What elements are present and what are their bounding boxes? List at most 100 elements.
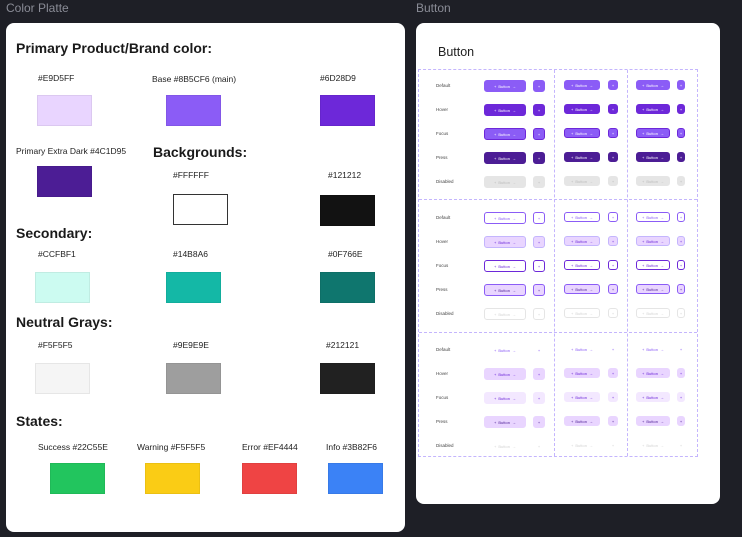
outline-button-hover[interactable]: + Button → xyxy=(484,236,526,248)
text-button-hover[interactable]: + Button → xyxy=(636,368,670,378)
outline-icon-button-press[interactable]: + xyxy=(533,284,545,296)
text-button-disabled[interactable]: + Button → xyxy=(636,440,670,450)
filled-icon-button-focus[interactable]: + xyxy=(533,128,545,140)
filled-icon-button-focus[interactable]: + xyxy=(677,128,685,138)
outline-icon-button-press[interactable]: + xyxy=(608,284,618,294)
filled-button-default[interactable]: + Button → xyxy=(636,80,670,90)
button-label: Button xyxy=(498,155,510,161)
text-button-focus[interactable]: + Button → xyxy=(484,392,526,404)
text-button-focus[interactable]: + Button → xyxy=(636,392,670,402)
filled-icon-button-hover[interactable]: + xyxy=(677,104,685,114)
filled-icon-button-default[interactable]: + xyxy=(677,80,685,90)
outline-icon-button-focus[interactable]: + xyxy=(533,260,545,272)
filled-button-hover[interactable]: + Button → xyxy=(636,104,670,114)
arrow-right-icon: → xyxy=(511,155,516,161)
outline-button-press[interactable]: + Button → xyxy=(636,284,670,294)
text-icon-button-disabled[interactable]: + xyxy=(677,440,685,450)
filled-button-hover[interactable]: + Button → xyxy=(564,104,600,114)
filled-icon-button-disabled[interactable]: + xyxy=(608,176,618,186)
outline-icon-button-focus[interactable]: + xyxy=(677,260,685,270)
text-button-hover[interactable]: + Button → xyxy=(484,368,526,380)
filled-button-disabled[interactable]: + Button → xyxy=(564,176,600,186)
filled-icon-button-default[interactable]: + xyxy=(608,80,618,90)
outline-button-hover[interactable]: + Button → xyxy=(564,236,600,246)
outline-button-press[interactable]: + Button → xyxy=(564,284,600,294)
outline-icon-button-default[interactable]: + xyxy=(677,212,685,222)
outline-button-focus[interactable]: + Button → xyxy=(636,260,670,270)
text-icon-button-disabled[interactable]: + xyxy=(533,440,545,452)
filled-button-disabled[interactable]: + Button → xyxy=(636,176,670,186)
outline-button-disabled[interactable]: + Button → xyxy=(564,308,600,318)
text-button-disabled[interactable]: + Button → xyxy=(484,440,526,452)
outline-button-default[interactable]: + Button → xyxy=(636,212,670,222)
text-button-default[interactable]: + Button → xyxy=(636,344,670,354)
filled-icon-button-hover[interactable]: + xyxy=(608,104,618,114)
color-swatch-s1 xyxy=(35,272,90,303)
button-label: Button xyxy=(646,418,658,424)
text-icon-button-hover[interactable]: + xyxy=(608,368,618,378)
outline-button-disabled[interactable]: + Button → xyxy=(636,308,670,318)
text-icon-button-focus[interactable]: + xyxy=(677,392,685,402)
text-icon-button-press[interactable]: + xyxy=(533,416,545,428)
filled-button-focus[interactable]: + Button → xyxy=(636,128,670,138)
filled-button-focus[interactable]: + Button → xyxy=(564,128,600,138)
outline-button-default[interactable]: + Button → xyxy=(484,212,526,224)
filled-icon-button-press[interactable]: + xyxy=(533,152,545,164)
plus-icon: + xyxy=(494,419,497,425)
outline-icon-button-hover[interactable]: + xyxy=(608,236,618,246)
filled-icon-button-press[interactable]: + xyxy=(677,152,685,162)
outline-button-focus[interactable]: + Button → xyxy=(484,260,526,272)
filled-icon-button-disabled[interactable]: + xyxy=(533,176,545,188)
text-icon-button-focus[interactable]: + xyxy=(533,392,545,404)
outline-icon-button-focus[interactable]: + xyxy=(608,260,618,270)
text-icon-button-default[interactable]: + xyxy=(677,344,685,354)
text-button-hover[interactable]: + Button → xyxy=(564,368,600,378)
text-button-focus[interactable]: + Button → xyxy=(564,392,600,402)
text-icon-button-disabled[interactable]: + xyxy=(608,440,618,450)
text-button-press[interactable]: + Button → xyxy=(636,416,670,426)
arrow-right-icon: → xyxy=(511,239,516,245)
filled-icon-button-press[interactable]: + xyxy=(608,152,618,162)
plus-icon: + xyxy=(537,443,541,449)
text-icon-button-default[interactable]: + xyxy=(533,344,545,356)
filled-button-hover[interactable]: + Button → xyxy=(484,104,526,116)
outline-icon-button-hover[interactable]: + xyxy=(533,236,545,248)
plus-icon: + xyxy=(537,395,541,401)
outline-icon-button-default[interactable]: + xyxy=(533,212,545,224)
filled-button-press[interactable]: + Button → xyxy=(484,152,526,164)
filled-button-default[interactable]: + Button → xyxy=(564,80,600,90)
text-button-press[interactable]: + Button → xyxy=(484,416,526,428)
text-button-default[interactable]: + Button → xyxy=(564,344,600,354)
outline-icon-button-disabled[interactable]: + xyxy=(677,308,685,318)
text-button-disabled[interactable]: + Button → xyxy=(564,440,600,450)
filled-button-press[interactable]: + Button → xyxy=(636,152,670,162)
filled-icon-button-disabled[interactable]: + xyxy=(677,176,685,186)
text-icon-button-focus[interactable]: + xyxy=(608,392,618,402)
outline-button-press[interactable]: + Button → xyxy=(484,284,526,296)
outline-icon-button-default[interactable]: + xyxy=(608,212,618,222)
filled-icon-button-focus[interactable]: + xyxy=(608,128,618,138)
filled-button-press[interactable]: + Button → xyxy=(564,152,600,162)
outline-button-focus[interactable]: + Button → xyxy=(564,260,600,270)
outline-icon-button-press[interactable]: + xyxy=(677,284,685,294)
outline-icon-button-disabled[interactable]: + xyxy=(608,308,618,318)
text-button-default[interactable]: + Button → xyxy=(484,344,526,356)
filled-icon-button-default[interactable]: + xyxy=(533,80,545,92)
text-icon-button-press[interactable]: + xyxy=(677,416,685,426)
text-button-press[interactable]: + Button → xyxy=(564,416,600,426)
outline-icon-button-hover[interactable]: + xyxy=(677,236,685,246)
outline-button-disabled[interactable]: + Button → xyxy=(484,308,526,320)
outline-button-default[interactable]: + Button → xyxy=(564,212,600,222)
filled-button-disabled[interactable]: + Button → xyxy=(484,176,526,188)
text-icon-button-hover[interactable]: + xyxy=(677,368,685,378)
filled-button-default[interactable]: + Button → xyxy=(484,80,526,92)
filled-icon-button-hover[interactable]: + xyxy=(533,104,545,116)
arrow-right-icon: → xyxy=(588,238,593,244)
text-icon-button-default[interactable]: + xyxy=(608,344,618,354)
outline-icon-button-disabled[interactable]: + xyxy=(533,308,545,320)
plus-icon: + xyxy=(679,370,683,376)
filled-button-focus[interactable]: + Button → xyxy=(484,128,526,140)
text-icon-button-hover[interactable]: + xyxy=(533,368,545,380)
text-icon-button-press[interactable]: + xyxy=(608,416,618,426)
outline-button-hover[interactable]: + Button → xyxy=(636,236,670,246)
